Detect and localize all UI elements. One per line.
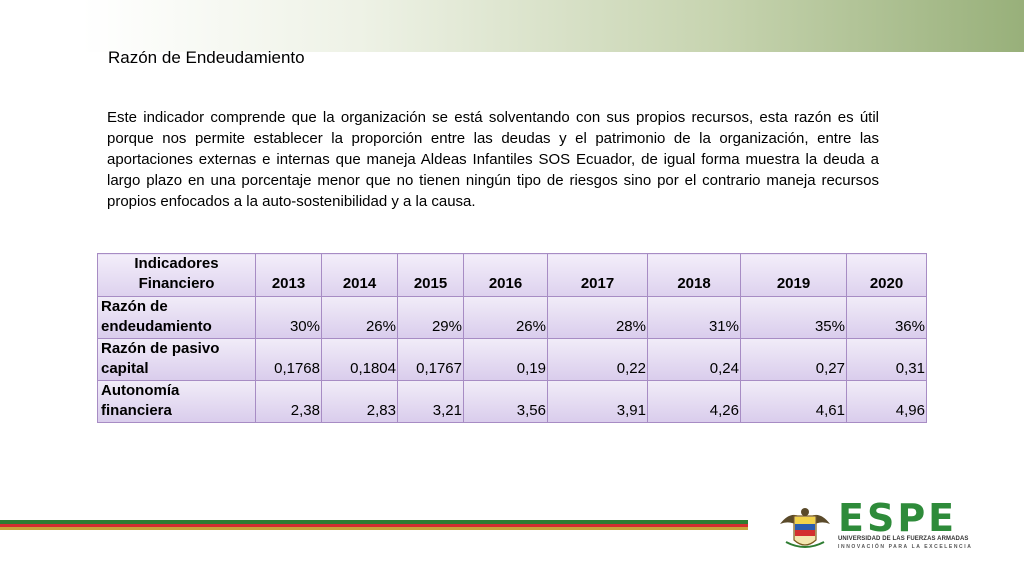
table-cell: 3,21 xyxy=(397,380,464,423)
table-cell: 30% xyxy=(255,296,322,339)
table-cell: 0,1767 xyxy=(397,338,464,381)
footer-stripe-red xyxy=(0,524,748,527)
header-cell-year: 2019 xyxy=(740,253,847,297)
table-cell: 2,38 xyxy=(255,380,322,423)
row-label: Razón de endeudamiento xyxy=(97,296,256,339)
header-cell-year: 2020 xyxy=(846,253,927,297)
row-label: Autonomía financiera xyxy=(97,380,256,423)
header-cell-year: 2014 xyxy=(321,253,398,297)
table-cell: 29% xyxy=(397,296,464,339)
table-cell: 31% xyxy=(647,296,741,339)
table-cell: 0,24 xyxy=(647,338,741,381)
table-cell: 26% xyxy=(463,296,548,339)
table-row: Razón de pasivo capital 0,1768 0,1804 0,… xyxy=(97,338,927,381)
header-band xyxy=(0,0,1024,52)
logo-wordmark: ESPE xyxy=(838,496,958,540)
table-cell: 0,19 xyxy=(463,338,548,381)
footer-stripe-green xyxy=(0,520,748,524)
table-cell: 0,31 xyxy=(846,338,927,381)
logo-tagline: INNOVACIÓN PARA LA EXCELENCIA xyxy=(838,544,973,550)
table-cell: 4,96 xyxy=(846,380,927,423)
financial-indicators-table: Indicadores Financiero 2013 2014 2015 20… xyxy=(97,253,927,423)
table-cell: 0,27 xyxy=(740,338,847,381)
table-cell: 26% xyxy=(321,296,398,339)
header-cell-year: 2016 xyxy=(463,253,548,297)
header-cell-year: 2013 xyxy=(255,253,322,297)
table-cell: 35% xyxy=(740,296,847,339)
table-cell: 0,1804 xyxy=(321,338,398,381)
row-label: Razón de pasivo capital xyxy=(97,338,256,381)
university-crest-icon xyxy=(780,508,830,548)
header-cell-year: 2017 xyxy=(547,253,648,297)
table-cell: 0,1768 xyxy=(255,338,322,381)
footer-stripe-gold xyxy=(0,527,748,530)
table-cell: 4,26 xyxy=(647,380,741,423)
table-cell: 36% xyxy=(846,296,927,339)
table-cell: 28% xyxy=(547,296,648,339)
espe-logo: ESPE UNIVERSIDAD DE LAS FUERZAS ARMADAS … xyxy=(838,498,1008,554)
table-row: Autonomía financiera 2,38 2,83 3,21 3,56… xyxy=(97,380,927,423)
logo-subtitle: UNIVERSIDAD DE LAS FUERZAS ARMADAS xyxy=(838,536,969,542)
header-cell-indicator: Indicadores Financiero xyxy=(97,253,256,297)
table-cell: 3,56 xyxy=(463,380,548,423)
table-cell: 4,61 xyxy=(740,380,847,423)
table-row: Razón de endeudamiento 30% 26% 29% 26% 2… xyxy=(97,296,927,339)
header-cell-year: 2015 xyxy=(397,253,464,297)
table-header-row: Indicadores Financiero 2013 2014 2015 20… xyxy=(97,253,927,297)
description-paragraph: Este indicador comprende que la organiza… xyxy=(107,109,879,210)
table-cell: 2,83 xyxy=(321,380,398,423)
table-cell: 0,22 xyxy=(547,338,648,381)
header-cell-year: 2018 xyxy=(647,253,741,297)
table-cell: 3,91 xyxy=(547,380,648,423)
slide-title: Razón de Endeudamiento xyxy=(108,48,305,67)
